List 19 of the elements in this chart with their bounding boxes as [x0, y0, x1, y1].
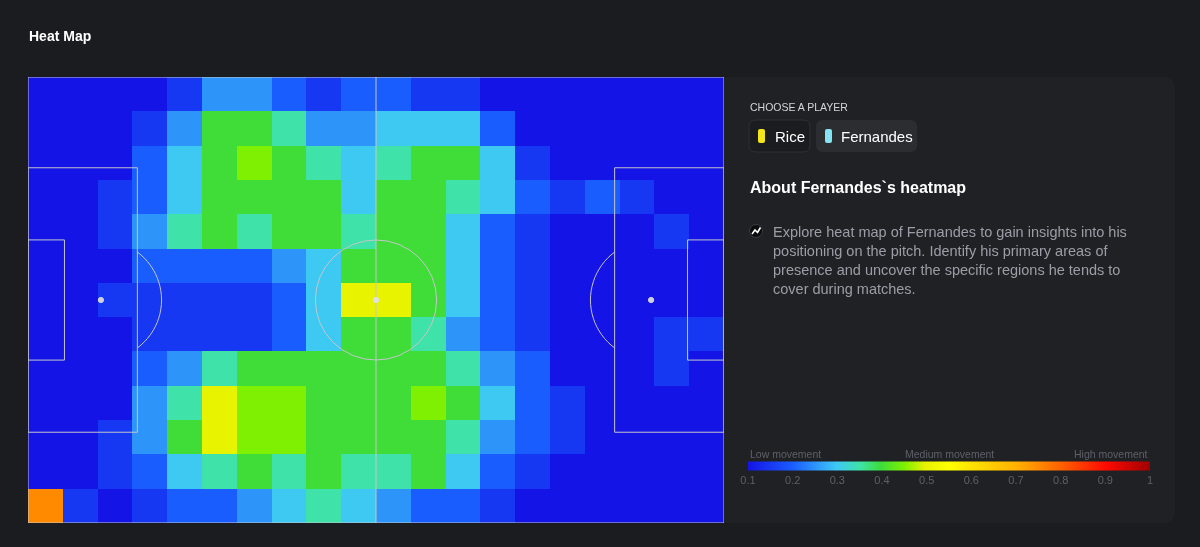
text: CHOOSE A PLAYER: [750, 101, 849, 113]
color-bar-label: 0.8: [1053, 474, 1069, 487]
color-bar-label: 0.5: [919, 474, 935, 487]
chart-title: Heat Map: [29, 27, 92, 44]
text: Rice: [775, 128, 806, 145]
text: Fernandes: [841, 128, 913, 145]
text: Low movement: [750, 448, 822, 460]
text: High movement: [1074, 448, 1148, 460]
text: About Fernandes`s heatmap: [750, 179, 967, 196]
color-bar-label: 0.2: [785, 474, 801, 487]
color-bar-label: 0.6: [963, 474, 979, 487]
color-bar-label: 1: [1146, 474, 1154, 487]
color-bar-label: 0.3: [829, 474, 845, 487]
color-bar-label: 0.9: [1097, 474, 1113, 487]
color-bar-label: 0.4: [874, 474, 890, 487]
text: Explore heat map of Fernandes to gain insights into his positioning on the pitch. Identify his primary areas of presence and uncover the specific regions he tends to cover during matches.: [773, 224, 1127, 297]
text: Medium movement: [905, 448, 995, 460]
color-bar-label: 0.1: [740, 474, 756, 487]
color-bar-label: 0.7: [1008, 474, 1024, 487]
